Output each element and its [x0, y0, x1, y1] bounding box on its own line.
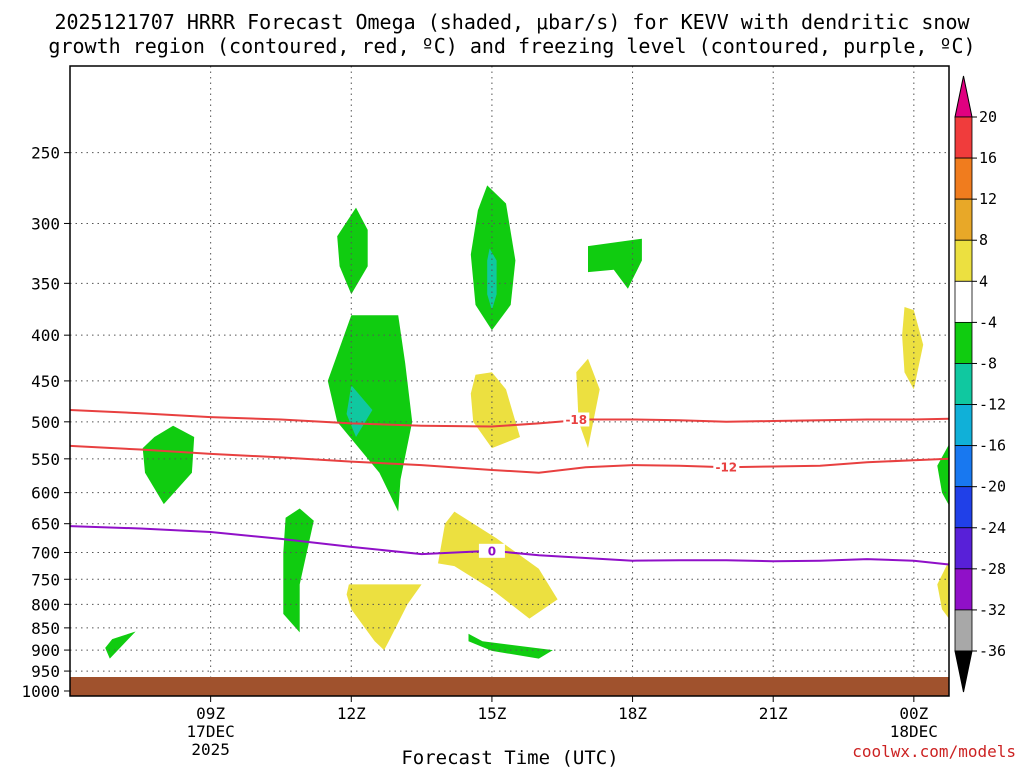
colorbar-label: 8	[979, 231, 988, 249]
omega-region-11	[470, 372, 520, 449]
omega-region-13	[902, 307, 924, 390]
x-tick-label: 12Z	[337, 704, 366, 723]
x-tick-label: 00Z	[899, 704, 928, 723]
contour-line-2	[69, 525, 950, 566]
colorbar-label: -4	[979, 313, 997, 331]
colorbar-swatch	[954, 568, 973, 611]
colorbar-label: 16	[979, 149, 997, 167]
y-axis: 250 300 350 400 450 500 550 600 650 700 750 800 850 9…	[21, 144, 70, 701]
x-axis-label: Forecast Time (UTC)	[401, 747, 618, 768]
colorbar-label: -12	[979, 396, 1006, 414]
y-tick-label: 800	[31, 595, 60, 614]
y-tick-label: 250	[31, 144, 60, 163]
colorbar-label: -28	[979, 560, 1006, 578]
y-tick-label: 750	[31, 570, 60, 589]
x-tick-date: 17DEC	[187, 722, 235, 741]
contours: -18 -12 0	[69, 409, 950, 566]
y-tick-label: 300	[31, 214, 60, 233]
y-tick-label: 700	[31, 543, 60, 562]
colorbar-swatch	[954, 157, 973, 200]
omega-region-15	[346, 584, 422, 651]
omega-region-6	[142, 425, 195, 505]
contour-label-2: 0	[488, 544, 496, 558]
x-tick-date: 18DEC	[890, 722, 938, 741]
colorbar-label: 20	[979, 108, 997, 126]
colorbar-swatch	[954, 116, 973, 159]
y-tick-label: 400	[31, 326, 60, 345]
colorbar-label: -24	[979, 519, 1006, 537]
colorbar-swatch	[954, 280, 973, 323]
ground-surface	[70, 677, 949, 696]
x-tick-label: 15Z	[477, 704, 506, 723]
contour-label-bg	[478, 543, 505, 558]
omega-region-16	[937, 560, 949, 619]
plot-area: -18 -12 0	[69, 65, 950, 697]
colorbar-label: 12	[979, 190, 997, 208]
omega-region-8	[105, 631, 136, 659]
chart-title-line2: growth region (contoured, red, ºC) and f…	[48, 34, 975, 58]
y-tick-label: 450	[31, 372, 60, 391]
chart-title-line1: 2025121707 HRRR Forecast Omega (shaded, …	[54, 10, 970, 34]
colorbar-label: -8	[979, 354, 997, 372]
x-tick-label: 21Z	[759, 704, 788, 723]
colorbar-swatch	[954, 198, 973, 241]
colorbar-label: -32	[979, 601, 1006, 619]
colorbar-swatch	[954, 363, 973, 405]
colorbar-swatch	[954, 239, 973, 282]
y-tick-label: 350	[31, 274, 60, 293]
omega-region-9	[468, 633, 553, 659]
contour-label-bg	[713, 460, 740, 475]
omega-region-0	[337, 207, 368, 295]
colorbar-swatch	[954, 486, 973, 529]
colorbar-swatch	[954, 609, 973, 652]
colorbar-label: -36	[979, 642, 1006, 660]
y-tick-label: 650	[31, 515, 60, 534]
contour-line-1	[69, 444, 950, 474]
x-tick-label: 18Z	[618, 704, 647, 723]
contour-label-0: -18	[565, 413, 587, 427]
y-tick-label: 550	[31, 450, 60, 469]
colorbar-swatch	[954, 445, 973, 488]
omega-region-2	[487, 248, 497, 311]
y-tick-label: 1000	[21, 682, 60, 701]
colorbar-swatch	[954, 404, 973, 447]
y-tick-label: 600	[31, 484, 60, 503]
colorbar-bottom-arrow	[954, 650, 973, 693]
colorbar-label: -20	[979, 478, 1006, 496]
colorbar-label: 4	[979, 272, 988, 290]
colorbar: 20 16 12 8 4 -4 -8 -12 -16 -20 -24 -28 -32 -36	[954, 75, 1006, 693]
colorbar-swatch	[954, 321, 973, 364]
grid	[70, 66, 949, 696]
omega-region-14	[438, 511, 558, 619]
credit-text: coolwx.com/models	[852, 742, 1016, 761]
y-tick-label: 850	[31, 619, 60, 638]
contour-label-bg	[563, 412, 590, 427]
colorbar-swatch	[954, 527, 973, 570]
contour-label-1: -12	[715, 461, 737, 475]
y-tick-label: 900	[31, 641, 60, 660]
colorbar-label: -16	[979, 437, 1006, 455]
x-tick-label: 09Z	[196, 704, 225, 723]
x-tick-year: 2025	[191, 740, 230, 759]
y-tick-label: 500	[31, 413, 60, 432]
omega-region-3	[588, 238, 642, 289]
y-tick-label: 950	[31, 662, 60, 681]
